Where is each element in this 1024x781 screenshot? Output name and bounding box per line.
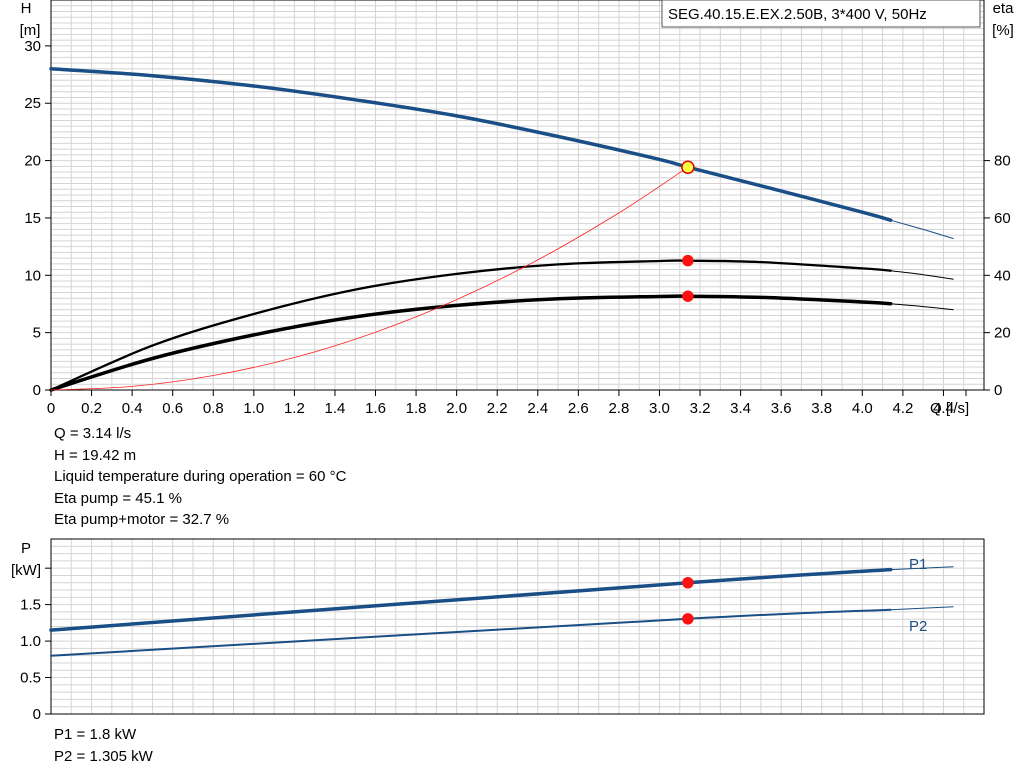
x-tick-label: 3.6 [771,400,792,417]
x-tick-label: 2.4 [527,400,548,417]
x-tick-label: 1.8 [406,400,427,417]
p2-curve [50,608,892,657]
system-curve [50,166,689,391]
p-tick-label: 0 [33,706,41,723]
operating-point-info: Q = 3.14 l/s H = 19.42 m Liquid temperat… [54,423,346,531]
operating-point-marker [681,160,695,174]
p-axis-unit: [kW] [11,562,41,579]
x-tick-label: 3.2 [690,400,711,417]
top-plot-frame [50,0,985,391]
y-tick-label: 30 [24,38,41,55]
x-tick-label: 0 [47,400,55,417]
p1-curve-extension [890,566,954,571]
x-tick-label: 4.4 [933,400,954,417]
y-tick-label: 0 [33,382,41,399]
power-panel: 0 0.5 1.0 1.5 [20,538,985,723]
y-tick-label: 25 [24,95,41,112]
x-tick-label: 0.4 [122,400,143,417]
p1-curve [49,567,893,632]
y-tick-label: 10 [24,267,41,284]
x-tick-label: 0.6 [162,400,183,417]
x-tick-label: 2.2 [487,400,508,417]
eta_pump_motor-curve [49,294,893,392]
info-eta-pump-motor: Eta pump+motor = 32.7 % [54,511,230,528]
H-curve [49,67,893,222]
eta_pump_motor-curve-extension [890,303,954,311]
y-axis-title-h: H [21,0,32,17]
info-p2: P2 = 1.305 kW [54,747,153,765]
info-p1: P1 = 1.8 kW [54,726,137,743]
x-tick-label: 2.6 [568,400,589,417]
x-axis-title: Q [l/s] [930,400,969,417]
info-flow: Q = 3.14 l/s [54,425,132,442]
title-box [661,0,981,28]
chart-title: SEG.40.15.E.EX.2.50B, 3*400 V, 50Hz [668,6,927,23]
y2-tick-label: 0 [994,382,1002,399]
p1-series-label: P1 [909,556,927,573]
x-tick-label: 1.6 [365,400,386,417]
x-tick-label: 1.2 [284,400,305,417]
y2-axis-title-eta: eta [993,0,1015,17]
eta_pump-curve [49,259,892,392]
operating-point-marker [682,254,694,267]
H-curve-extension [890,219,954,240]
y-tick-label: 5 [33,325,41,342]
x-tick-label: 0.2 [81,400,102,417]
x-tick-label: 3.0 [649,400,670,417]
x-tick-label: 0.8 [203,400,224,417]
y2-tick-label: 60 [994,210,1011,227]
info-head: H = 19.42 m [54,446,137,464]
y2-tick-label: 80 [994,153,1011,170]
x-tick-label: 2.0 [446,400,467,417]
x-tick-label: 4.0 [852,400,873,417]
y-tick-label: 20 [24,153,41,170]
eta_pump-curve-extension [890,270,954,280]
y2-tick-label: 40 [994,267,1011,284]
x-tick-label: 1.4 [325,400,346,417]
p2-series-label: P2 [909,618,927,635]
x-tick-label: 3.8 [811,400,832,417]
y2-tick-label: 20 [994,325,1011,342]
p2-curve-extension [890,606,954,611]
operating-point-marker [682,290,694,302]
y-tick-label: 15 [24,210,41,227]
y-axis-unit-m: [m] [20,22,41,39]
y2-axis-unit-percent: [%] [992,22,1014,39]
bottom-plot-frame [50,538,985,715]
x-tick-label: 3.4 [730,400,751,417]
x-tick-label: 4.2 [892,400,913,417]
p-tick-label: 1.5 [20,597,41,614]
x-tick-label: 2.8 [608,400,629,417]
info-temperature: Liquid temperature during operation = 60… [54,468,347,485]
p-tick-label: 1.0 [20,633,41,650]
info-eta-pump: Eta pump = 45.1 % [54,489,182,507]
power-point-marker [682,577,694,589]
power-point-marker [682,613,694,625]
power-info: P1 = 1.8 kW P2 = 1.305 kW [54,724,153,767]
p-axis-title: P [21,540,31,557]
p-tick-label: 0.5 [20,670,41,687]
x-tick-label: 1.0 [243,400,264,417]
head-efficiency-panel: 0 0.2 0.4 0.6 0.8 1.0 1.2 1.4 1.6 1.8 2.0 2.2 2.4 2.6… [24,0,1011,417]
